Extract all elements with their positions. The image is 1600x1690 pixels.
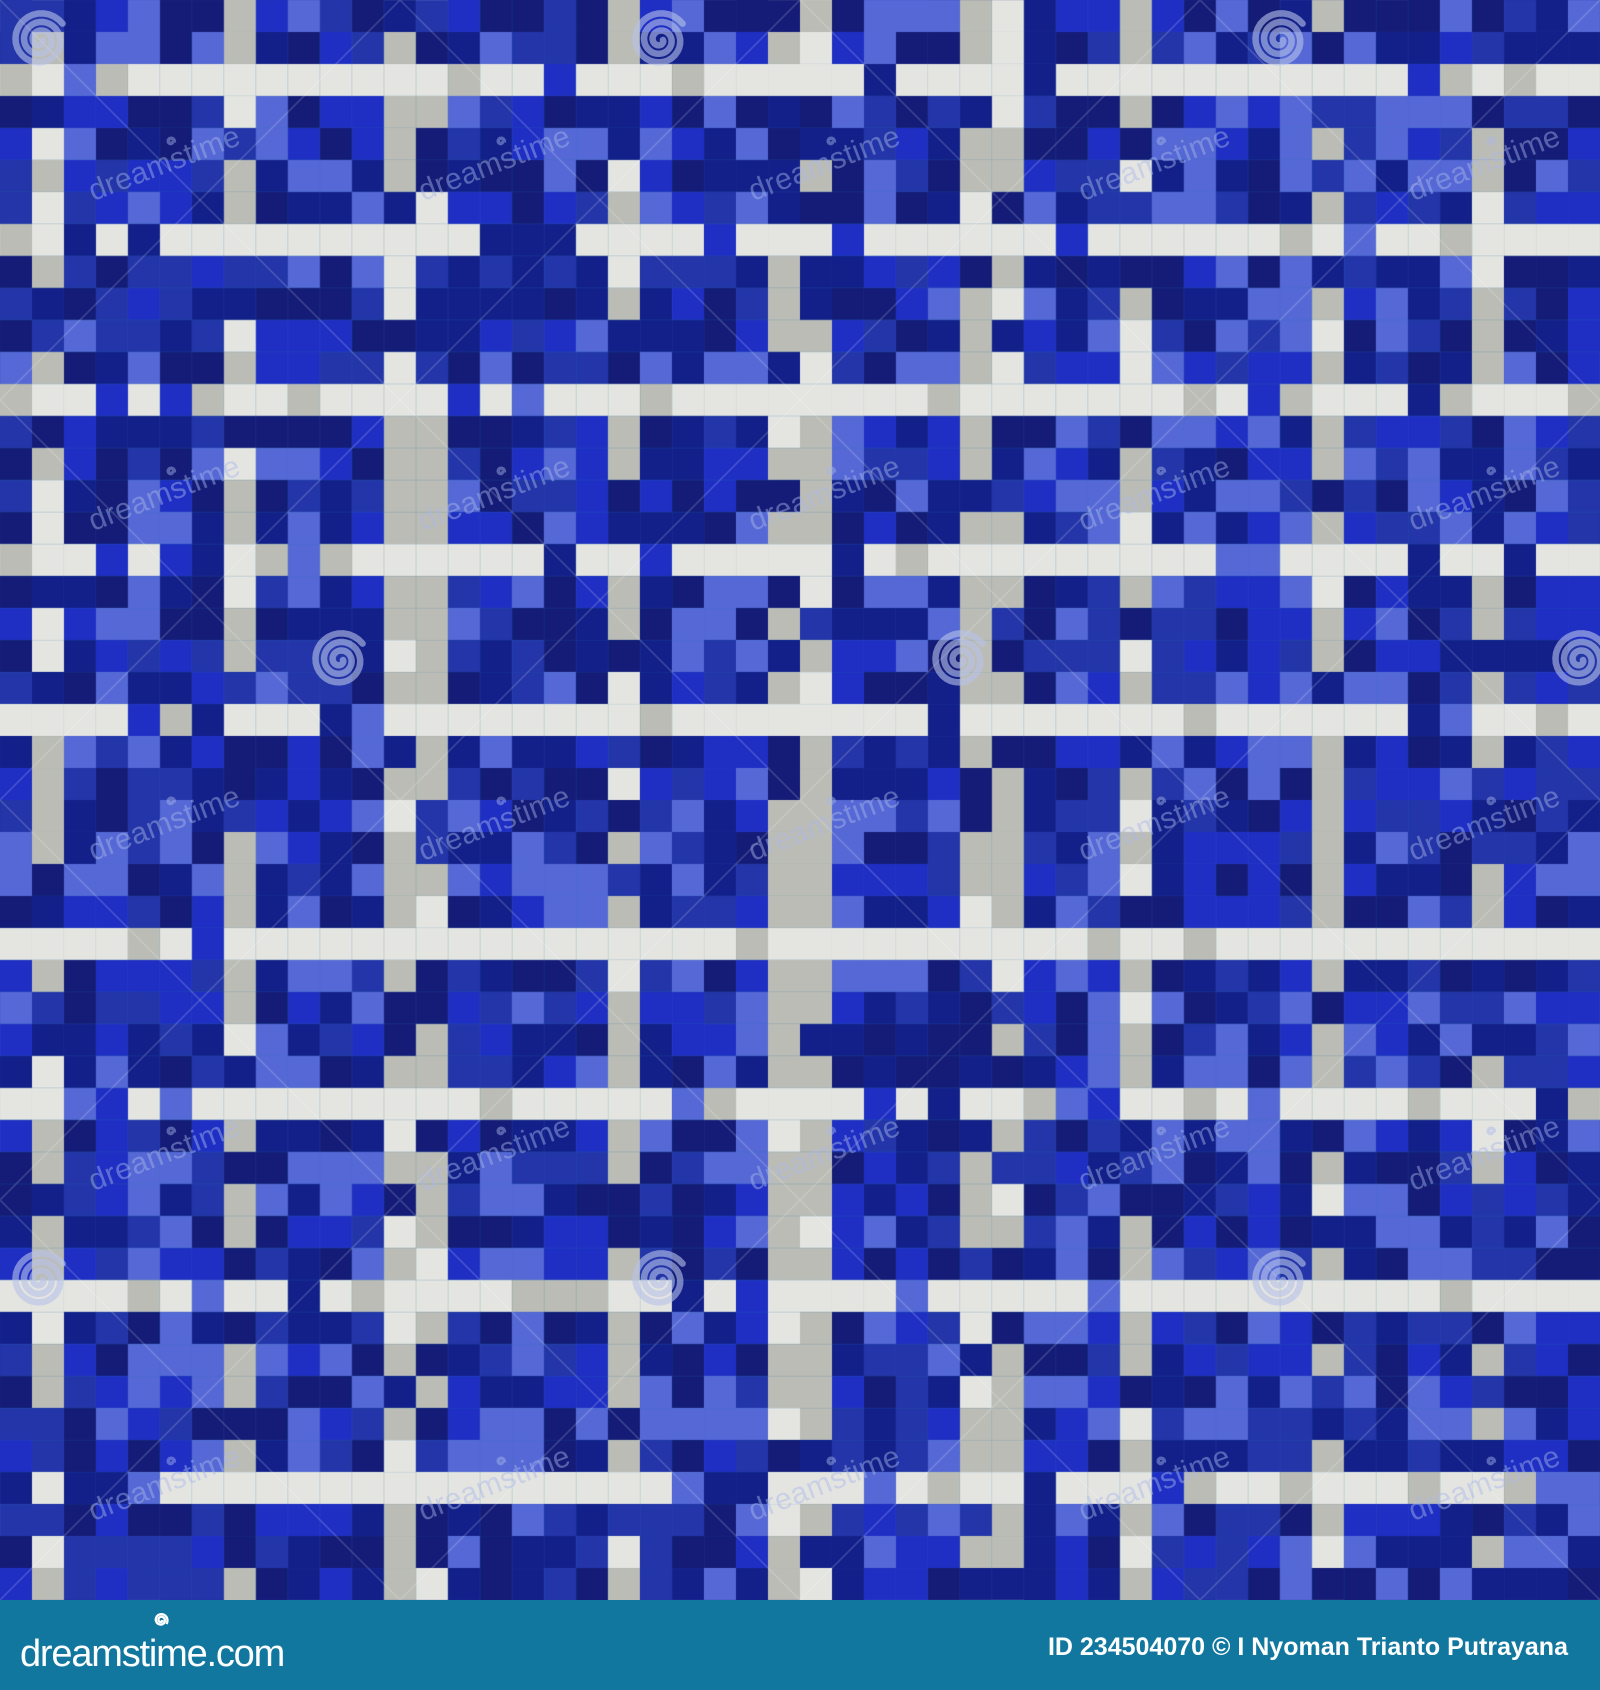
svg-text:dreamstime.com: dreamstime.com — [20, 1633, 284, 1675]
svg-text:ID 234504070 © I Nyoman Triant: ID 234504070 © I Nyoman Trianto Putrayan… — [1048, 1633, 1569, 1661]
